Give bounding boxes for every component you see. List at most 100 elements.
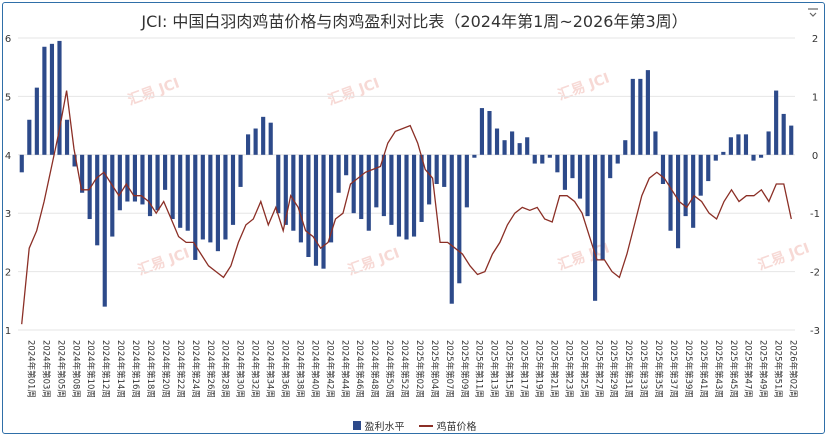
x-tick-label: 2025年第43周 <box>713 340 724 398</box>
x-tick-label: 2024年第48周 <box>369 340 380 398</box>
profit-bar <box>675 154 681 249</box>
x-tick-label: 2025年第35周 <box>653 340 664 398</box>
x-tick-label: 2024年第36周 <box>279 340 290 398</box>
right-tick-label: 0 <box>812 151 818 162</box>
left-tick-label: 4 <box>5 151 11 162</box>
profit-bar <box>230 154 236 225</box>
profit-bar <box>736 134 741 155</box>
profit-bar <box>215 154 220 252</box>
x-tick-label: 2024年第40周 <box>309 340 320 398</box>
x-tick-label: 2024年第03周 <box>40 340 51 398</box>
profit-bar <box>178 154 183 228</box>
profit-bar <box>698 154 703 196</box>
legend-item-bar[interactable]: 盈利水平 <box>352 418 405 433</box>
profit-bar <box>306 154 311 257</box>
price-line-path <box>21 90 792 325</box>
profit-bar <box>494 128 500 155</box>
x-tick-label: 2025年第51周 <box>773 340 784 398</box>
profit-bar <box>147 154 153 217</box>
profit-bar <box>396 154 402 237</box>
profit-bar <box>600 154 605 260</box>
right-tick-label: -1 <box>810 209 820 220</box>
profit-bar <box>721 151 726 155</box>
profit-bar <box>457 154 462 284</box>
profit-bar <box>389 154 394 225</box>
profit-bar <box>608 154 613 179</box>
x-tick-label: 2024年第05周 <box>55 340 66 398</box>
x-tick-label: 2026年第02周 <box>788 340 799 398</box>
profit-bar <box>774 90 779 155</box>
profit-bar <box>336 154 341 193</box>
profit-bar <box>706 154 711 182</box>
watermark-text: 汇易 JCI <box>126 75 182 108</box>
x-tick-label: 2024年第26周 <box>205 340 216 398</box>
profit-bar <box>510 131 515 155</box>
price-line <box>21 90 792 325</box>
profit-bar <box>472 154 477 158</box>
profit-bar <box>283 154 288 225</box>
legend-item-line[interactable]: 鸡苗价格 <box>418 418 477 433</box>
profit-bar <box>758 154 764 158</box>
profit-bars <box>19 40 794 307</box>
x-tick-label: 2025年第17周 <box>519 340 530 398</box>
profit-bar <box>155 154 160 211</box>
profit-bar <box>291 154 296 231</box>
profit-bar <box>532 154 537 164</box>
profit-bar <box>442 154 447 187</box>
legend-bar-label: 盈利水平 <box>364 422 405 433</box>
x-tick-label: 2025年第25周 <box>578 340 589 398</box>
profit-bar <box>615 154 620 164</box>
profit-bar <box>540 154 545 164</box>
profit-bar <box>246 134 251 155</box>
x-tick-label: 2025年第11周 <box>474 340 485 398</box>
profit-bar <box>434 154 439 184</box>
watermark-text: 汇易 JCI <box>346 245 402 278</box>
right-tick-label: -2 <box>810 268 820 279</box>
profit-bar <box>381 154 386 217</box>
profit-bar <box>653 131 658 155</box>
right-tick-label: 2 <box>812 34 818 45</box>
profit-bar <box>638 78 643 155</box>
x-tick-label: 2024年第08周 <box>70 340 81 398</box>
profit-bar <box>208 154 213 243</box>
left-tick-label: 6 <box>5 34 11 45</box>
profit-bar <box>547 154 552 158</box>
expand-icon[interactable] <box>806 6 820 20</box>
profit-bar <box>132 154 138 202</box>
x-tick-label: 2024年第24周 <box>190 340 201 398</box>
profit-bar <box>49 43 55 155</box>
profit-bar <box>660 154 666 184</box>
profit-bar <box>34 87 39 155</box>
x-tick-label: 2024年第50周 <box>384 340 395 398</box>
x-tick-label: 2024年第16周 <box>130 340 141 398</box>
profit-bar <box>253 128 258 155</box>
profit-bar <box>87 154 92 220</box>
profit-bar <box>298 154 303 243</box>
profit-bar <box>623 140 628 155</box>
profit-bar <box>411 154 417 237</box>
profit-bar <box>140 154 145 205</box>
x-tick-label: 2024年第44周 <box>339 340 350 398</box>
profit-bar <box>110 154 115 237</box>
profit-bar <box>80 154 85 193</box>
profit-bar <box>464 154 469 208</box>
profit-bar <box>328 154 334 243</box>
profit-bar <box>200 154 205 240</box>
profit-bar <box>645 70 650 155</box>
left-axis: 6 5 4 3 2 1 <box>5 34 11 337</box>
profit-bar <box>577 154 583 199</box>
profit-bar <box>95 154 100 246</box>
x-tick-label: 2025年第09周 <box>459 340 470 398</box>
profit-bar <box>487 111 492 155</box>
x-tick-label: 2024年第01周 <box>25 340 36 398</box>
x-tick-label: 2024年第22周 <box>175 340 186 398</box>
x-tick-label: 2025年第15周 <box>504 340 515 398</box>
x-tick-label: 2024年第38周 <box>294 340 305 398</box>
x-tick-label: 2024年第14周 <box>115 340 126 398</box>
profit-bar <box>276 154 281 214</box>
right-tick-label: 1 <box>812 92 818 103</box>
profit-bar <box>479 108 485 155</box>
x-tick-label: 2025年第37周 <box>668 340 679 398</box>
profit-bar <box>517 143 522 155</box>
